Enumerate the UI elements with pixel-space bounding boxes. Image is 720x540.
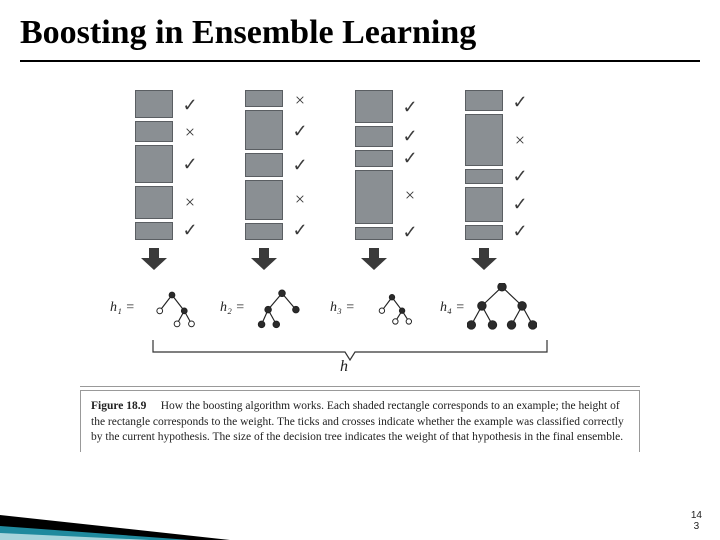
caption-box: Figure 18.9 How the boosting algorithm w… [80, 390, 640, 452]
tick-icon: ✓ [509, 90, 531, 114]
figure-number: Figure 18.9 [91, 400, 146, 412]
columns-container: ✓×✓×✓×✓✓×✓✓✓✓×✓✓×✓✓✓ [135, 90, 575, 255]
cross-icon: × [179, 184, 201, 220]
cross-icon: × [289, 178, 311, 220]
weight-block [135, 145, 173, 182]
column-4: ✓×✓✓✓ [465, 90, 565, 255]
cross-icon: × [509, 114, 531, 168]
weight-block [465, 90, 503, 111]
tick-icon: ✓ [289, 152, 311, 177]
corner-decoration [0, 480, 300, 540]
blocks-stack [355, 90, 393, 240]
slide: Boosting in Ensemble Learning ✓×✓×✓×✓✓×✓… [0, 0, 720, 540]
tick-icon: ✓ [289, 220, 311, 240]
caption-divider [80, 386, 640, 387]
hypothesis-label: h₁ = [110, 300, 135, 316]
tick-icon: ✓ [399, 90, 421, 125]
down-arrow-icon [251, 248, 277, 270]
weight-block [245, 153, 283, 176]
weight-block [245, 90, 283, 107]
ensemble-label: h [340, 358, 348, 376]
tick-icon: ✓ [509, 222, 531, 240]
down-arrow-icon [141, 248, 167, 270]
decision-tree-icon [467, 283, 537, 333]
marks-stack: ×✓✓×✓ [289, 90, 311, 240]
weight-block [245, 180, 283, 220]
tick-icon: ✓ [509, 167, 531, 185]
down-arrow-icon [471, 248, 497, 270]
tick-icon: ✓ [179, 220, 201, 240]
tick-icon: ✓ [179, 90, 201, 120]
weight-block [355, 170, 393, 224]
tick-icon: ✓ [289, 110, 311, 152]
weight-block [245, 110, 283, 150]
page-number: 14 3 [691, 510, 702, 532]
weight-block [355, 150, 393, 167]
bracket-svg [135, 340, 565, 370]
title-underline [20, 60, 700, 62]
tick-icon: ✓ [509, 185, 531, 222]
hypothesis-row: h₁ = h₂ = h₃ = h₄ = [80, 280, 640, 335]
hypothesis-label: h₂ = [220, 300, 245, 316]
tick-icon: ✓ [179, 144, 201, 184]
marks-stack: ✓✓✓×✓ [399, 90, 421, 240]
column-1: ✓×✓×✓ [135, 90, 235, 255]
weight-block [135, 186, 173, 220]
hypothesis-3: h₃ = [330, 280, 450, 335]
weight-block [355, 126, 393, 147]
weight-block [135, 121, 173, 143]
blocks-stack [245, 90, 283, 240]
weight-block [465, 169, 503, 184]
figure-area: ✓×✓×✓×✓✓×✓✓✓✓×✓✓×✓✓✓ h₁ =h₂ =h₃ =h₄ = h [80, 90, 640, 345]
decision-tree-icon [247, 283, 317, 333]
tick-icon: ✓ [399, 125, 421, 148]
weight-block [355, 90, 393, 123]
weight-block [245, 223, 283, 240]
weight-block [135, 222, 173, 240]
down-arrow-icon [361, 248, 387, 270]
hypothesis-2: h₂ = [220, 280, 340, 335]
blocks-stack [135, 90, 173, 240]
decision-tree-icon [357, 283, 427, 333]
weight-block [135, 90, 173, 118]
column-2: ×✓✓×✓ [245, 90, 345, 255]
caption-text: How the boosting algorithm works. Each s… [91, 400, 624, 443]
cross-icon: × [179, 120, 201, 144]
tick-icon: ✓ [399, 148, 421, 168]
weight-block [465, 187, 503, 221]
page-number-top: 14 [691, 510, 702, 521]
hypothesis-1: h₁ = [110, 280, 230, 335]
cross-icon: × [399, 168, 421, 223]
hypothesis-4: h₄ = [440, 280, 560, 335]
tick-icon: ✓ [399, 223, 421, 240]
weight-block [465, 114, 503, 166]
marks-stack: ✓×✓✓✓ [509, 90, 531, 240]
blocks-stack [465, 90, 503, 240]
cross-icon: × [289, 90, 311, 110]
page-number-bottom: 3 [691, 521, 702, 532]
column-3: ✓✓✓×✓ [355, 90, 455, 255]
slide-title: Boosting in Ensemble Learning [20, 14, 476, 52]
decision-tree-icon [137, 283, 207, 333]
marks-stack: ✓×✓×✓ [179, 90, 201, 240]
weight-block [355, 227, 393, 240]
hypothesis-label: h₃ = [330, 300, 355, 316]
hypothesis-label: h₄ = [440, 300, 465, 316]
weight-block [465, 225, 503, 240]
